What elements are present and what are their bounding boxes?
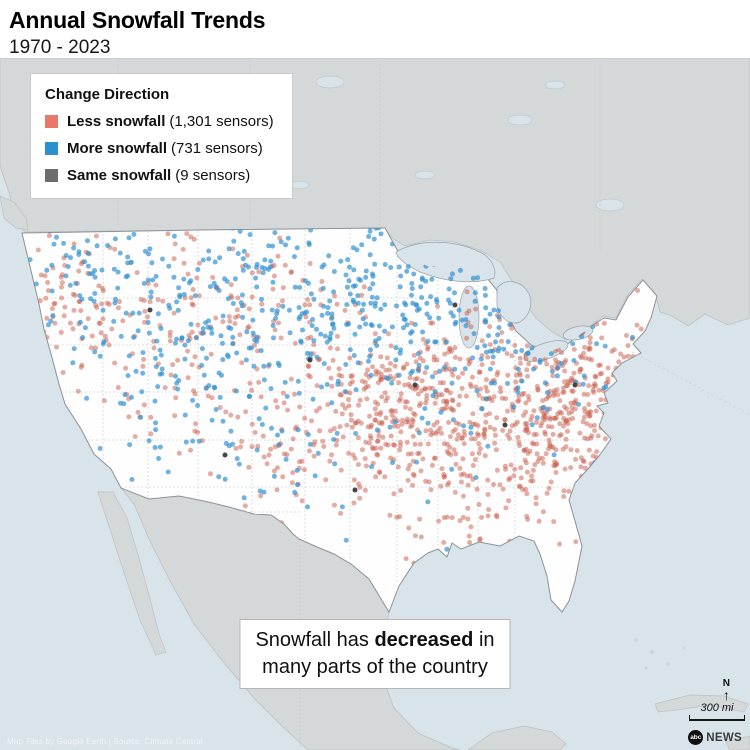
legend-item-more-snowfall: More snowfall (731 sensors): [45, 140, 274, 157]
cuba-island: [654, 694, 749, 713]
page-title: Annual Snowfall Trends: [9, 7, 266, 33]
legend-title: Change Direction: [45, 86, 170, 103]
legend-item-label: More snowfall: [67, 140, 168, 157]
great-lakes: [395, 241, 594, 362]
annotation-text-end: in: [473, 629, 495, 651]
same-snowfall-swatch-icon: [45, 169, 58, 182]
less-snowfall-swatch-icon: [45, 115, 58, 128]
north-label: N: [722, 678, 730, 689]
legend-box: Change Direction Less snowfall (1,301 se…: [30, 73, 293, 199]
annotation-box: Snowfall has decreased in many parts of …: [239, 619, 511, 689]
abc-logo-icon: abc: [688, 730, 704, 745]
legend-item-label: Less snowfall: [67, 113, 166, 130]
annotation-bold: decreased: [374, 629, 474, 651]
maritime-boundary: [631, 351, 750, 416]
vancouver-island: [0, 195, 29, 231]
baja-peninsula: [97, 491, 167, 656]
abc-news-logo: abc NEWS: [688, 730, 742, 745]
north-indicator: N ↑: [722, 678, 730, 703]
scale-label: 300 mi: [700, 702, 734, 714]
header: Annual Snowfall Trends 1970 - 2023: [0, 0, 750, 58]
map-attribution: Map Tiles by Google Earth | Source: Clim…: [7, 737, 203, 746]
hispaniola-island: [725, 735, 750, 750]
more-snowfall-swatch-icon: [45, 142, 58, 155]
annotation-text: Snowfall has: [255, 629, 375, 651]
sensor-dots-layer: [22, 228, 657, 612]
legend-item-count: (1,301 sensors): [169, 113, 274, 130]
bahamas-islands: [634, 638, 686, 670]
yucatan-peninsula: [467, 725, 567, 750]
page-subtitle: 1970 - 2023: [9, 37, 111, 58]
legend-item-count: (731 sensors): [171, 140, 263, 157]
scale-bar: 300 mi: [689, 702, 745, 721]
scale-line: [689, 715, 745, 721]
legend-item-less-snowfall: Less snowfall (1,301 sensors): [45, 113, 274, 130]
north-arrow-icon: ↑: [722, 687, 730, 703]
legend-item-count: (9 sensors): [175, 167, 251, 184]
annotation-line2: many parts of the country: [262, 656, 488, 678]
legend-item-label: Same snowfall: [67, 167, 172, 184]
news-wordmark: NEWS: [706, 731, 742, 744]
legend-item-same-snowfall: Same snowfall (9 sensors): [45, 167, 274, 184]
